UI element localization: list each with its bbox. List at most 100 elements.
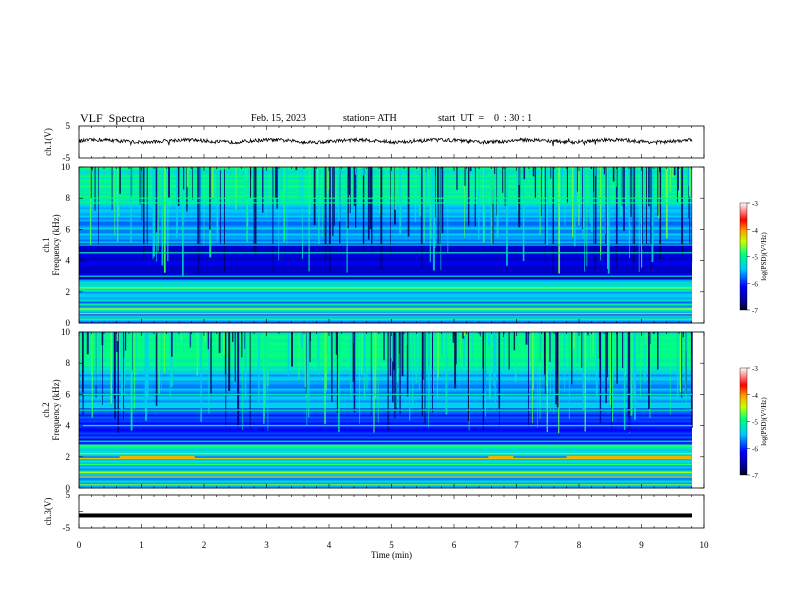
psd-streak bbox=[244, 332, 247, 397]
psd-streak bbox=[628, 332, 631, 432]
y-tick-label: 5 bbox=[66, 121, 71, 131]
psd-streak bbox=[638, 332, 641, 355]
colorbar bbox=[739, 367, 748, 476]
psd-streak bbox=[176, 167, 178, 238]
psd-band bbox=[79, 336, 692, 339]
x-tick-label: 8 bbox=[577, 540, 582, 550]
psd-streak bbox=[638, 167, 640, 272]
narrowband-line bbox=[79, 290, 692, 292]
psd-streak bbox=[350, 332, 352, 401]
psd-streak bbox=[658, 167, 660, 219]
psd-streak bbox=[400, 167, 402, 236]
psd-streak bbox=[146, 332, 149, 399]
psd-streak bbox=[118, 167, 120, 218]
ch1-waveform bbox=[78, 136, 693, 147]
psd-band bbox=[79, 313, 692, 316]
psd-band bbox=[79, 193, 692, 196]
psd-streak bbox=[177, 167, 180, 206]
psd-band bbox=[79, 432, 692, 435]
psd-band bbox=[79, 235, 692, 238]
narrowband-line bbox=[79, 244, 692, 246]
colorbar-label: log(PSD)(V²/Hz) bbox=[760, 397, 768, 446]
psd-band bbox=[79, 448, 692, 451]
psd-streak bbox=[657, 332, 659, 370]
colorbar-label: log(PSD)(V²/Hz) bbox=[760, 232, 768, 281]
psd-band bbox=[79, 261, 692, 264]
psd-streak bbox=[318, 167, 320, 244]
psd-band bbox=[79, 414, 692, 417]
psd-streak bbox=[130, 332, 133, 431]
psd-streak bbox=[631, 167, 633, 177]
y-tick-label: 0 bbox=[66, 483, 71, 493]
psd-streak bbox=[543, 167, 544, 198]
psd-streak bbox=[634, 332, 636, 420]
psd-band bbox=[79, 315, 692, 318]
psd-streak bbox=[518, 167, 521, 228]
psd-streak bbox=[225, 332, 227, 428]
psd-streak bbox=[546, 167, 548, 245]
psd-band bbox=[79, 352, 692, 355]
psd-band bbox=[79, 390, 692, 393]
psd-streak bbox=[123, 332, 124, 420]
psd-streak bbox=[485, 332, 486, 417]
psd-streak bbox=[630, 167, 632, 217]
psd-streak bbox=[111, 167, 113, 211]
psd-streak bbox=[181, 332, 182, 350]
psd-streak bbox=[153, 167, 155, 257]
psd-streak bbox=[651, 167, 654, 262]
psd-streak bbox=[634, 167, 636, 263]
psd-streak bbox=[399, 167, 401, 235]
station-label: station= ATH bbox=[343, 113, 397, 124]
psd-band bbox=[79, 388, 692, 391]
psd-streak bbox=[455, 332, 457, 365]
psd-streak bbox=[326, 167, 328, 195]
psd-streak bbox=[392, 332, 394, 403]
psd-band bbox=[79, 444, 692, 447]
psd-band bbox=[79, 354, 692, 357]
psd-streak bbox=[441, 332, 443, 357]
psd-band bbox=[79, 227, 692, 230]
psd-band bbox=[79, 317, 692, 320]
psd-streak bbox=[607, 167, 610, 274]
psd-streak bbox=[307, 332, 309, 383]
psd-streak bbox=[241, 332, 243, 358]
narrowband-line bbox=[79, 457, 692, 459]
psd-streak bbox=[424, 332, 426, 423]
y-tick-label: 10 bbox=[61, 327, 71, 337]
psd-streak bbox=[504, 167, 506, 206]
psd-streak bbox=[163, 332, 165, 374]
psd-streak bbox=[611, 332, 613, 430]
psd-band bbox=[79, 344, 692, 347]
psd-band bbox=[79, 301, 692, 304]
psd-streak bbox=[447, 167, 449, 254]
psd-band bbox=[79, 376, 692, 379]
psd-band bbox=[79, 370, 692, 373]
psd-streak bbox=[568, 332, 570, 419]
psd-streak bbox=[331, 332, 333, 402]
y-tick-label: 10 bbox=[61, 162, 71, 172]
psd-streak bbox=[493, 167, 496, 174]
psd-band bbox=[79, 319, 692, 322]
psd-band bbox=[79, 269, 692, 272]
psd-streak bbox=[492, 167, 494, 246]
psd-streak bbox=[336, 332, 338, 414]
psd-streak bbox=[503, 332, 504, 338]
psd-band bbox=[79, 384, 692, 387]
psd-streak bbox=[186, 167, 188, 212]
psd-streak bbox=[676, 167, 678, 204]
psd-streak bbox=[390, 167, 391, 256]
psd-band bbox=[79, 309, 692, 312]
psd-band bbox=[79, 231, 692, 234]
psd-band bbox=[79, 366, 692, 369]
y-axis-label: ch.1(V) bbox=[43, 128, 53, 156]
y-tick-label: 2 bbox=[66, 452, 71, 462]
psd-streak bbox=[264, 332, 267, 408]
psd-streak bbox=[555, 332, 557, 405]
psd-band bbox=[79, 418, 692, 421]
psd-band bbox=[79, 338, 692, 341]
psd-streak bbox=[325, 332, 327, 391]
psd-streak bbox=[415, 332, 418, 384]
psd-band bbox=[79, 410, 692, 413]
psd-band bbox=[79, 382, 692, 385]
psd-streak bbox=[552, 167, 554, 274]
